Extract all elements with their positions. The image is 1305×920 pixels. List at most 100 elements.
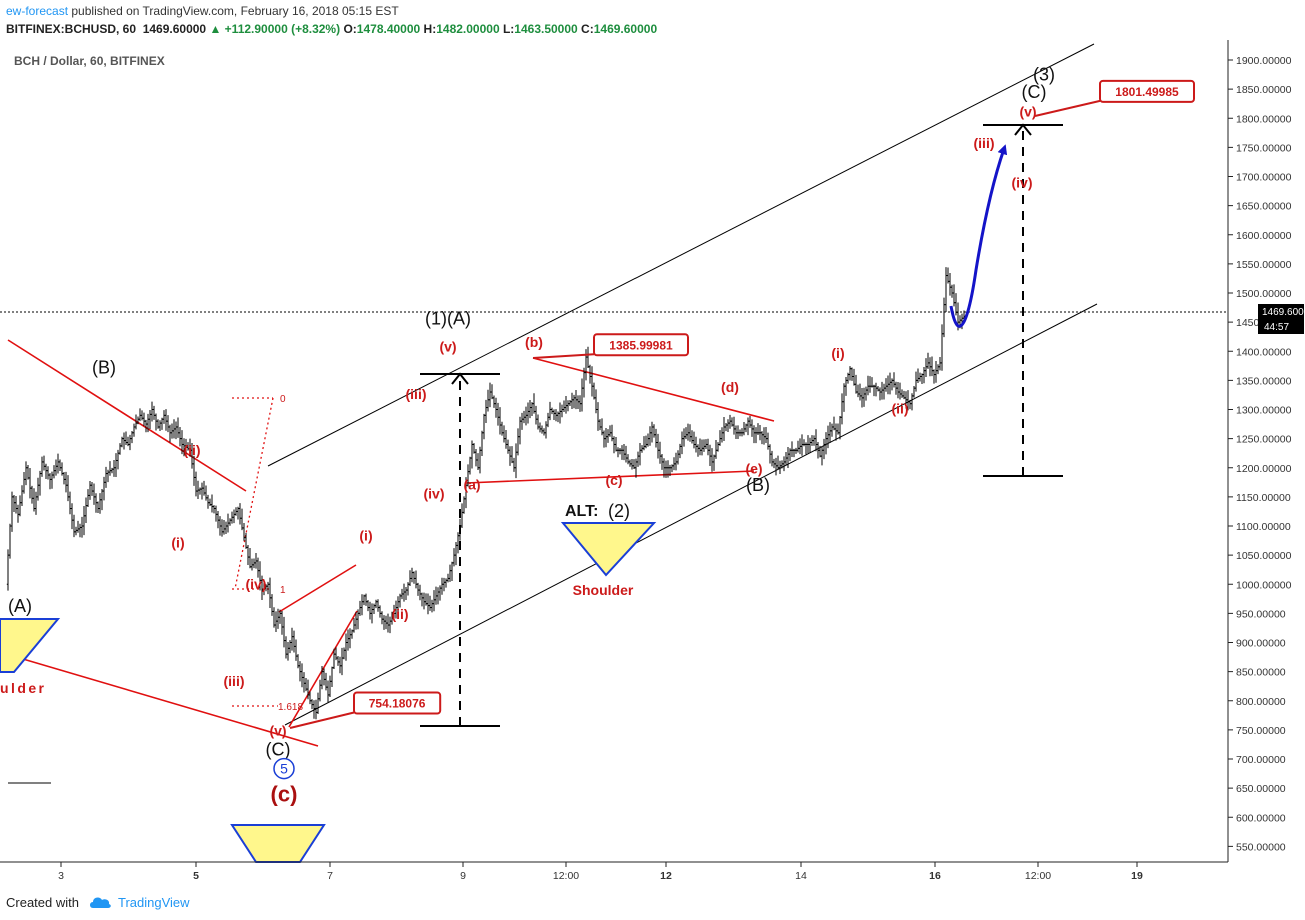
publish-info: ew-forecast published on TradingView.com…	[6, 4, 399, 18]
wave-label: 5	[280, 761, 288, 777]
trend-lines	[0, 43, 1228, 784]
annotation-text: 1801.49985	[1115, 85, 1179, 99]
measure-arrow-1	[451, 372, 469, 385]
y-tick-label: 1100.00000	[1236, 521, 1291, 533]
wave-label: (i)	[171, 535, 184, 551]
wave-label: (c)	[605, 472, 622, 488]
y-tick-label: 1800.00000	[1236, 113, 1292, 125]
footer: Created with TradingView	[0, 888, 1305, 920]
wave-label: (v)	[439, 338, 456, 354]
y-tick-label: 550.00000	[1236, 841, 1286, 853]
y-tick-label: 1650.00000	[1236, 201, 1292, 213]
countdown-tag-text: 44:57	[1264, 322, 1289, 333]
y-tick-label: 700.00000	[1236, 754, 1286, 766]
annotation-pointer	[1034, 99, 1101, 117]
y-tick-label: 1250.00000	[1236, 434, 1292, 446]
created-with-text: Created with	[6, 895, 79, 910]
measure-arrow-2	[1014, 123, 1032, 136]
y-tick-label: 1700.00000	[1236, 172, 1292, 184]
y-tick-label: 1200.00000	[1236, 463, 1292, 475]
x-tick-label: 14	[795, 870, 807, 882]
high-label: H:	[423, 22, 437, 36]
wave-label: (a)	[463, 476, 480, 492]
wave-label: (ii)	[183, 442, 200, 458]
x-tick-label: 19	[1131, 870, 1143, 882]
left-shoulder-label: ulder	[0, 680, 45, 696]
y-tick-label: 1600.00000	[1236, 230, 1292, 242]
y-tick-label: 1050.00000	[1236, 550, 1292, 562]
wave-label: (d)	[721, 379, 739, 395]
annotation-text: 754.18076	[369, 696, 426, 710]
resistance-line[interactable]	[7, 339, 247, 492]
annotation-text: 1385.99981	[609, 338, 673, 352]
x-tick-label: 5	[193, 870, 199, 882]
support-line[interactable]	[5, 653, 319, 747]
y-tick-label: 900.00000	[1236, 638, 1286, 650]
wave-label: (3)	[1033, 64, 1055, 84]
shoulder-label: Shoulder	[573, 582, 634, 598]
current-price-tag-text: 1469.60000	[1262, 307, 1305, 318]
wave-label: (C)	[1022, 82, 1047, 102]
triangle-upper-line[interactable]	[532, 357, 775, 422]
channel-lower-line[interactable]	[284, 303, 1098, 726]
y-tick-label: 650.00000	[1236, 783, 1286, 795]
symbol-info: BITFINEX:BCHUSD, 60 1469.60000 ▲ +112.90…	[6, 22, 657, 36]
annotation-box[interactable]	[353, 691, 442, 715]
y-tick-label: 1000.00000	[1236, 579, 1292, 591]
wave-label: (b)	[525, 334, 543, 350]
alt-wave-label: (2)	[608, 501, 630, 521]
close-value: 1469.60000	[593, 22, 658, 36]
y-tick-label: 1350.00000	[1236, 375, 1292, 387]
alt-shoulder-triangle[interactable]	[560, 522, 657, 577]
y-tick-label: 750.00000	[1236, 725, 1286, 737]
y-tick-label: 1550.00000	[1236, 259, 1292, 271]
open-label: O:	[343, 22, 357, 36]
wave-label: (i)	[359, 528, 372, 544]
triangle-lower-line[interactable]	[465, 470, 755, 484]
wave-label: (e)	[745, 461, 762, 477]
wave-label: (C)	[266, 740, 291, 760]
publisher-link[interactable]: ew-forecast	[6, 4, 69, 18]
symbol-name: BITFINEX:BCHUSD, 60	[6, 22, 137, 36]
y-tick-label: 1850.00000	[1236, 84, 1292, 96]
wave-labels: (A)(B)(ii)(i)(iv)(iii)(v)(C)5(c)(i)(ii)(…	[8, 64, 1055, 806]
publish-text: published on TradingView.com, February 1…	[71, 4, 399, 18]
annotation-box[interactable]	[593, 333, 689, 357]
wave-label: (B)	[92, 357, 116, 377]
fib-label-0: 0	[280, 394, 286, 405]
wave-label: (iii)	[974, 135, 995, 151]
x-tick-label: 12:00	[1025, 870, 1051, 882]
tradingview-link[interactable]: TradingView	[118, 895, 190, 910]
wedge-lower-line[interactable]	[288, 610, 358, 728]
x-tick-label: 12:00	[553, 870, 579, 882]
wave-label: (iii)	[224, 673, 245, 689]
wedge-upper-line[interactable]	[278, 564, 357, 613]
low-label: L:	[502, 22, 515, 36]
wave-label: (1)(A)	[425, 308, 471, 328]
wave-label: (i)	[831, 345, 844, 361]
x-tick-label: 3	[58, 870, 64, 882]
low-value: 1463.50000	[514, 22, 578, 36]
annotation-box[interactable]	[1099, 79, 1195, 103]
wave-label: (iv)	[246, 576, 267, 592]
projection-arrow[interactable]	[949, 144, 1008, 328]
y-tick-label: 800.00000	[1236, 696, 1286, 708]
wave-label: (v)	[1019, 104, 1036, 120]
x-tick-label: 7	[327, 870, 333, 882]
price-chart[interactable]: (A)(B)(ii)(i)(iv)(iii)(v)(C)5(c)(i)(ii)(…	[0, 40, 1305, 888]
last-price: 1469.60000	[142, 22, 207, 36]
wave-label: (v)	[269, 723, 286, 739]
wave-label: (iv)	[1012, 175, 1033, 191]
y-tick-label: 1300.00000	[1236, 405, 1292, 417]
open-value: 1478.40000	[356, 22, 421, 36]
alt-label: ALT:	[565, 503, 598, 520]
fib-label-1618: 1.618	[278, 702, 303, 713]
y-tick-label: 600.00000	[1236, 812, 1286, 824]
x-tick-label: 9	[460, 870, 466, 882]
y-tick-label: 850.00000	[1236, 667, 1286, 679]
up-arrow-icon: ▲	[209, 22, 222, 36]
channel-upper-line[interactable]	[267, 43, 1095, 467]
y-tick-label: 1900.00000	[1236, 55, 1292, 67]
left-shoulder-triangle[interactable]	[0, 618, 61, 673]
countdown-tag	[1258, 319, 1304, 334]
